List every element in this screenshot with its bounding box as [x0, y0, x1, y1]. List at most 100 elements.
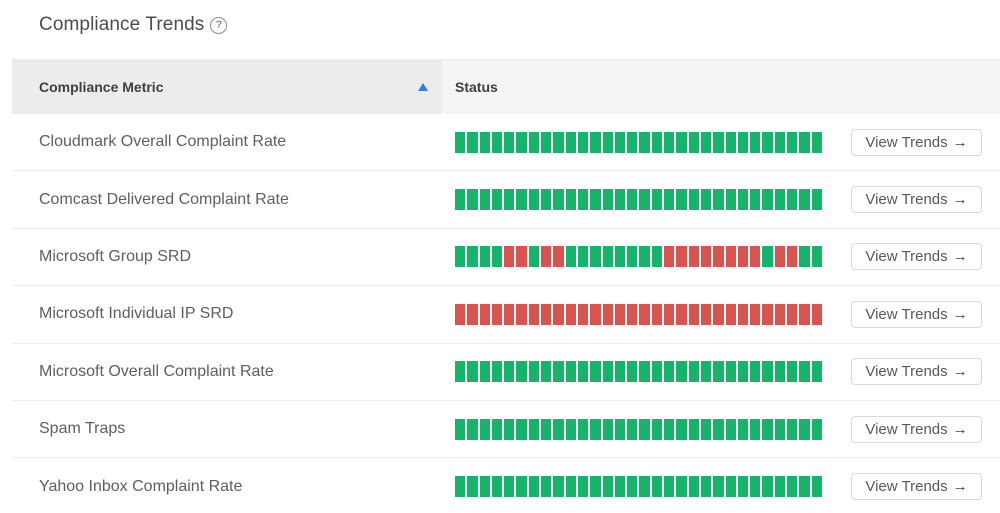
status-segment-pass — [491, 476, 503, 498]
status-segment-fail — [565, 303, 576, 325]
status-segment-pass — [688, 476, 699, 498]
status-segment-fail — [553, 303, 564, 325]
status-cell — [442, 476, 842, 498]
status-segment-pass — [516, 418, 527, 440]
status-segment-fail — [725, 303, 736, 325]
status-segment-pass — [762, 131, 773, 153]
status-segment-pass — [651, 189, 663, 211]
status-segment-pass — [479, 246, 490, 268]
status-segment-pass — [491, 361, 503, 383]
table-row: Comcast Delivered Complaint Rate View Tre… — [12, 171, 1000, 229]
status-segment-pass — [811, 476, 822, 498]
compliance-table: Compliance Metric Status Cloudmark Overa… — [12, 59, 1000, 513]
status-segment-pass — [787, 189, 798, 211]
status-segment-pass — [528, 418, 540, 440]
column-header-compliance-metric[interactable]: Compliance Metric — [12, 60, 442, 114]
status-bar-strip — [455, 361, 822, 383]
status-segment-pass — [516, 476, 527, 498]
status-segment-pass — [774, 418, 786, 440]
status-segment-pass — [602, 418, 613, 440]
status-segment-pass — [713, 418, 724, 440]
status-segment-pass — [750, 418, 761, 440]
view-trends-button[interactable]: View Trends → — [851, 243, 982, 271]
view-trends-button[interactable]: View Trends → — [851, 473, 982, 501]
status-segment-pass — [700, 361, 712, 383]
status-segment-pass — [737, 361, 749, 383]
status-segment-pass — [787, 418, 798, 440]
status-segment-fail — [737, 246, 749, 268]
status-segment-pass — [688, 189, 699, 211]
status-segment-fail — [688, 303, 699, 325]
status-segment-pass — [737, 189, 749, 211]
table-row: Microsoft Overall Complaint Rate View Tre… — [12, 344, 1000, 401]
help-question-icon[interactable]: ? — [210, 16, 228, 34]
status-segment-pass — [491, 246, 503, 268]
table-row: Cloudmark Overall Complaint Rate View Tre… — [12, 114, 1000, 172]
action-cell: View Trends → — [842, 415, 982, 443]
status-segment-pass — [762, 361, 773, 383]
status-segment-fail — [627, 303, 638, 325]
action-cell: View Trends → — [842, 186, 982, 214]
status-segment-pass — [577, 131, 589, 153]
status-segment-pass — [614, 476, 626, 498]
status-segment-fail — [516, 246, 527, 268]
status-segment-fail — [491, 303, 503, 325]
table-header: Compliance Metric Status — [12, 59, 1000, 114]
status-segment-fail — [541, 303, 552, 325]
status-segment-pass — [479, 476, 490, 498]
status-cell — [442, 131, 842, 153]
view-trends-button[interactable]: View Trends → — [851, 300, 982, 328]
status-segment-fail — [528, 303, 540, 325]
metric-name: Spam Traps — [39, 420, 126, 438]
status-segment-pass — [553, 189, 564, 211]
metric-name: Comcast Delivered Complaint Rate — [39, 190, 289, 208]
status-segment-fail — [774, 246, 786, 268]
view-trends-button[interactable]: View Trends → — [851, 358, 982, 386]
status-segment-pass — [565, 418, 576, 440]
view-trends-button[interactable]: View Trends → — [851, 415, 982, 443]
status-segment-pass — [467, 246, 478, 268]
status-segment-pass — [455, 246, 466, 268]
status-cell — [442, 303, 842, 325]
status-cell — [442, 246, 842, 268]
status-segment-pass — [491, 418, 503, 440]
status-segment-pass — [664, 131, 675, 153]
status-segment-fail — [676, 246, 687, 268]
status-segment-pass — [467, 131, 478, 153]
status-segment-pass — [614, 418, 626, 440]
status-segment-pass — [774, 131, 786, 153]
status-segment-pass — [639, 246, 650, 268]
view-trends-button[interactable]: View Trends → — [851, 128, 982, 156]
status-segment-fail — [750, 246, 761, 268]
status-segment-pass — [750, 189, 761, 211]
status-segment-pass — [811, 131, 822, 153]
status-bar-strip — [455, 189, 822, 211]
status-segment-pass — [455, 418, 466, 440]
status-segment-pass — [725, 189, 736, 211]
status-segment-pass — [737, 476, 749, 498]
status-segment-pass — [787, 361, 798, 383]
status-segment-pass — [565, 189, 576, 211]
status-segment-pass — [528, 189, 540, 211]
table-row: Yahoo Inbox Complaint Rate View Trends → — [12, 458, 1000, 513]
action-cell: View Trends → — [842, 243, 982, 271]
status-segment-pass — [614, 189, 626, 211]
status-segment-pass — [688, 418, 699, 440]
view-trends-button[interactable]: View Trends → — [851, 186, 982, 214]
status-segment-pass — [516, 189, 527, 211]
sort-ascending-icon[interactable] — [418, 83, 428, 91]
status-segment-fail — [577, 303, 589, 325]
status-segment-pass — [737, 418, 749, 440]
view-trends-label: View Trends — [865, 191, 948, 209]
status-segment-pass — [750, 361, 761, 383]
status-segment-fail — [762, 303, 773, 325]
status-segment-pass — [577, 476, 589, 498]
table-row: Microsoft Group SRD View Trends → — [12, 229, 1000, 287]
status-segment-pass — [799, 131, 810, 153]
status-segment-pass — [713, 476, 724, 498]
status-segment-pass — [467, 361, 478, 383]
status-segment-pass — [602, 246, 613, 268]
status-segment-pass — [688, 361, 699, 383]
status-segment-pass — [614, 246, 626, 268]
